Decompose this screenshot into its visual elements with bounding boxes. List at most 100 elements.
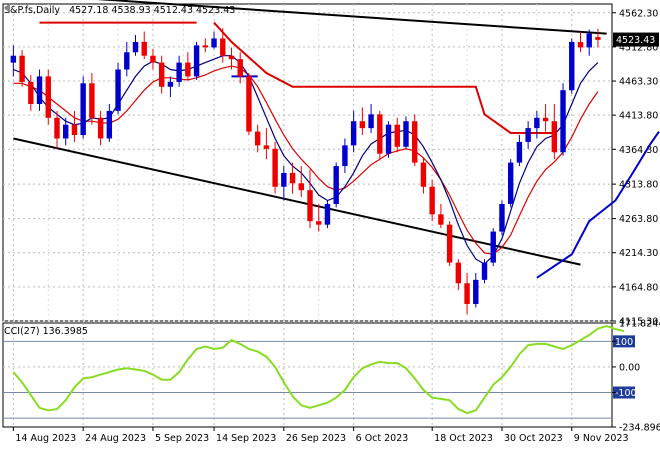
- chart-header: S&P.fs,Daily 4527.18 4538.93 4512.43 452…: [4, 5, 235, 16]
- time-tick-label: 24 Aug 2023: [85, 433, 146, 444]
- candle-body: [455, 262, 462, 284]
- candle-body: [446, 224, 453, 263]
- price-tick-label: 4115.30: [619, 317, 658, 328]
- price-tick-label: 4562.30: [619, 8, 658, 19]
- candle-body: [481, 262, 488, 280]
- candle-body: [499, 203, 505, 232]
- time-tick-label: 9 Nov 2023: [574, 433, 629, 444]
- trendline: [96, 0, 607, 35]
- candle-body: [289, 172, 296, 184]
- main-grid: [3, 4, 612, 322]
- candle-body: [132, 41, 139, 53]
- candle-body: [263, 145, 270, 149]
- candle-body: [438, 214, 444, 225]
- price-tick-label: 4512.80: [619, 42, 658, 53]
- cci-tick-label: 100: [615, 337, 633, 348]
- stop-lines: [39, 21, 660, 279]
- candle-body: [211, 38, 217, 48]
- candle-body: [167, 81, 174, 87]
- candle-body: [542, 117, 549, 122]
- time-tick-label: 14 Aug 2023: [15, 433, 76, 444]
- candle-body: [89, 83, 95, 118]
- candle-body: [394, 124, 400, 147]
- cci-axis: 171.8244 100 0.00 -100 -234.8965: [612, 319, 660, 434]
- candle-body: [577, 41, 584, 48]
- candle-body: [359, 121, 366, 129]
- candle-body: [307, 190, 313, 222]
- price-tick-label: 4214.30: [619, 248, 658, 259]
- candle-body: [228, 55, 235, 60]
- candle-body: [10, 55, 17, 63]
- candle-body: [71, 124, 78, 136]
- time-tick-label: 18 Oct 2023: [434, 433, 493, 444]
- candle-body: [246, 76, 252, 132]
- price-axis: 4562.30 4512.80 4463.30 4413.80 4364.30 4313.…: [612, 8, 658, 328]
- candle-body: [534, 117, 540, 129]
- time-axis: 14 Aug 2023 24 Aug 2023 5 Sep 2023 14 Sep 2…: [12, 427, 629, 444]
- cci-title: CCI(27) 136.3985: [4, 326, 88, 337]
- candle-body: [141, 41, 147, 56]
- cci-tick-label: 0.00: [619, 362, 640, 373]
- red-stop-line: [213, 21, 555, 134]
- ohlc-label: 4527.18 4538.93 4512.43 4523.43: [69, 5, 235, 16]
- candle-body: [176, 62, 182, 82]
- price-tick-label: 4364.30: [619, 145, 658, 156]
- price-tick-label: 4164.80: [619, 282, 658, 293]
- candle-body: [158, 62, 165, 87]
- candle-body: [185, 62, 191, 77]
- candle-body: [97, 117, 104, 139]
- time-tick-label: 5 Sep 2023: [155, 433, 209, 444]
- candle-body: [560, 90, 566, 153]
- candle-body: [595, 37, 601, 40]
- candle-body: [220, 38, 226, 56]
- price-tick-label: 4463.30: [619, 77, 658, 88]
- candle-body: [19, 55, 25, 82]
- candle-body: [80, 83, 86, 136]
- trendline: [13, 137, 581, 266]
- candle-body: [63, 124, 69, 139]
- current-price-tag: 4523.43: [613, 32, 659, 47]
- candle-body: [507, 162, 514, 204]
- candle-body: [586, 33, 592, 48]
- candle-body: [193, 45, 200, 77]
- current-price-tag-bg: [613, 32, 659, 47]
- main-panel: 4562.30 4512.80 4463.30 4413.80 4364.30 4313.…: [2, 0, 660, 328]
- candle-body: [124, 52, 130, 70]
- time-tick-label: 30 Oct 2023: [504, 433, 563, 444]
- candle-body: [272, 148, 278, 187]
- candle-body: [54, 117, 60, 139]
- time-tick-label: 14 Sep 2023: [216, 433, 276, 444]
- candle-body: [150, 55, 156, 63]
- candles: [10, 28, 601, 315]
- blue-stop-line: [536, 131, 660, 279]
- symbol-label: S&P.fs,Daily: [4, 5, 60, 16]
- candle-body: [342, 145, 348, 167]
- chart-shift-marker-icon: [4, 3, 10, 13]
- candle-body: [281, 172, 287, 187]
- current-price-label: 4523.43: [616, 35, 655, 46]
- cci-panel: 171.8244 100 0.00 -100 -234.8965 CCI(27) 136…: [2, 319, 660, 434]
- time-tick-label: 6 Oct 2023: [356, 433, 409, 444]
- candle-body: [385, 124, 392, 154]
- candle-body: [324, 203, 331, 225]
- cci-levels: [3, 340, 612, 419]
- candle-body: [350, 121, 357, 146]
- cci-tick-label: 171.8244: [619, 319, 660, 330]
- candle-body: [429, 186, 435, 215]
- candle-body: [490, 231, 496, 263]
- candle-body: [569, 41, 575, 91]
- candle-body: [516, 141, 523, 163]
- candle-body: [473, 279, 479, 304]
- price-tick-label: 4263.80: [619, 214, 658, 225]
- candle-body: [36, 76, 43, 104]
- candle-body: [28, 81, 34, 104]
- candle-body: [377, 114, 383, 154]
- candle-body: [202, 45, 209, 48]
- cci-tick-label: -100: [615, 388, 637, 399]
- candle-body: [115, 69, 121, 111]
- candle-body: [333, 166, 339, 204]
- candle-body: [254, 131, 261, 146]
- candle-body: [551, 121, 558, 153]
- candle-body: [464, 283, 470, 304]
